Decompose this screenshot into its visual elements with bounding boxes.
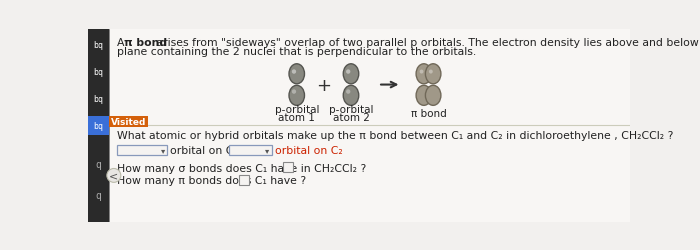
Ellipse shape: [292, 70, 296, 74]
Text: q: q: [95, 190, 101, 200]
Ellipse shape: [416, 64, 432, 84]
FancyBboxPatch shape: [283, 163, 293, 173]
Ellipse shape: [346, 90, 351, 94]
Bar: [88, 117, 109, 135]
Text: A: A: [117, 38, 128, 48]
Text: bq: bq: [93, 68, 104, 77]
Text: atom 1: atom 1: [279, 112, 315, 122]
Text: <: <: [109, 171, 118, 181]
Text: How many σ bonds does C₁ have in CH₂CCl₂ ?: How many σ bonds does C₁ have in CH₂CCl₂…: [117, 164, 366, 173]
Text: p-orbital: p-orbital: [329, 104, 373, 114]
Text: plane containing the 2 nuclei that is perpendicular to the orbitals.: plane containing the 2 nuclei that is pe…: [117, 47, 476, 57]
Text: +: +: [316, 76, 331, 94]
Ellipse shape: [292, 90, 296, 94]
Bar: [88, 30, 109, 222]
FancyBboxPatch shape: [230, 145, 272, 156]
Ellipse shape: [426, 64, 441, 84]
Circle shape: [107, 169, 121, 182]
Text: bq: bq: [93, 94, 104, 104]
Ellipse shape: [289, 64, 304, 84]
Text: bq: bq: [93, 122, 104, 130]
Text: How many π bonds does C₁ have ?: How many π bonds does C₁ have ?: [117, 176, 306, 186]
Ellipse shape: [346, 70, 351, 74]
Text: orbital on C₂: orbital on C₂: [275, 146, 343, 156]
Bar: [109, 117, 148, 128]
Ellipse shape: [426, 86, 441, 106]
Ellipse shape: [419, 70, 424, 74]
Text: p-orbital: p-orbital: [274, 104, 319, 114]
FancyBboxPatch shape: [117, 145, 167, 156]
Ellipse shape: [289, 86, 304, 106]
Text: What atomic or hybrid orbitals make up the π bond between C₁ and C₂ in dichloroe: What atomic or hybrid orbitals make up t…: [117, 130, 673, 140]
Text: Visited: Visited: [111, 118, 146, 126]
Text: π bond: π bond: [124, 38, 167, 48]
Text: ▾: ▾: [160, 146, 164, 155]
Text: arises from "sideways" overlap of two parallel p orbitals. The electron density : arises from "sideways" overlap of two pa…: [153, 38, 700, 48]
Ellipse shape: [343, 86, 358, 106]
Ellipse shape: [343, 64, 358, 84]
Text: π bond: π bond: [411, 108, 447, 118]
Text: ▾: ▾: [265, 146, 270, 155]
FancyBboxPatch shape: [239, 175, 248, 185]
Ellipse shape: [416, 86, 432, 106]
Text: orbital on C₁ +: orbital on C₁ +: [170, 146, 251, 156]
Text: q: q: [95, 159, 101, 169]
Text: bq: bq: [93, 41, 104, 50]
Text: atom 2: atom 2: [332, 112, 370, 122]
Ellipse shape: [429, 70, 433, 74]
